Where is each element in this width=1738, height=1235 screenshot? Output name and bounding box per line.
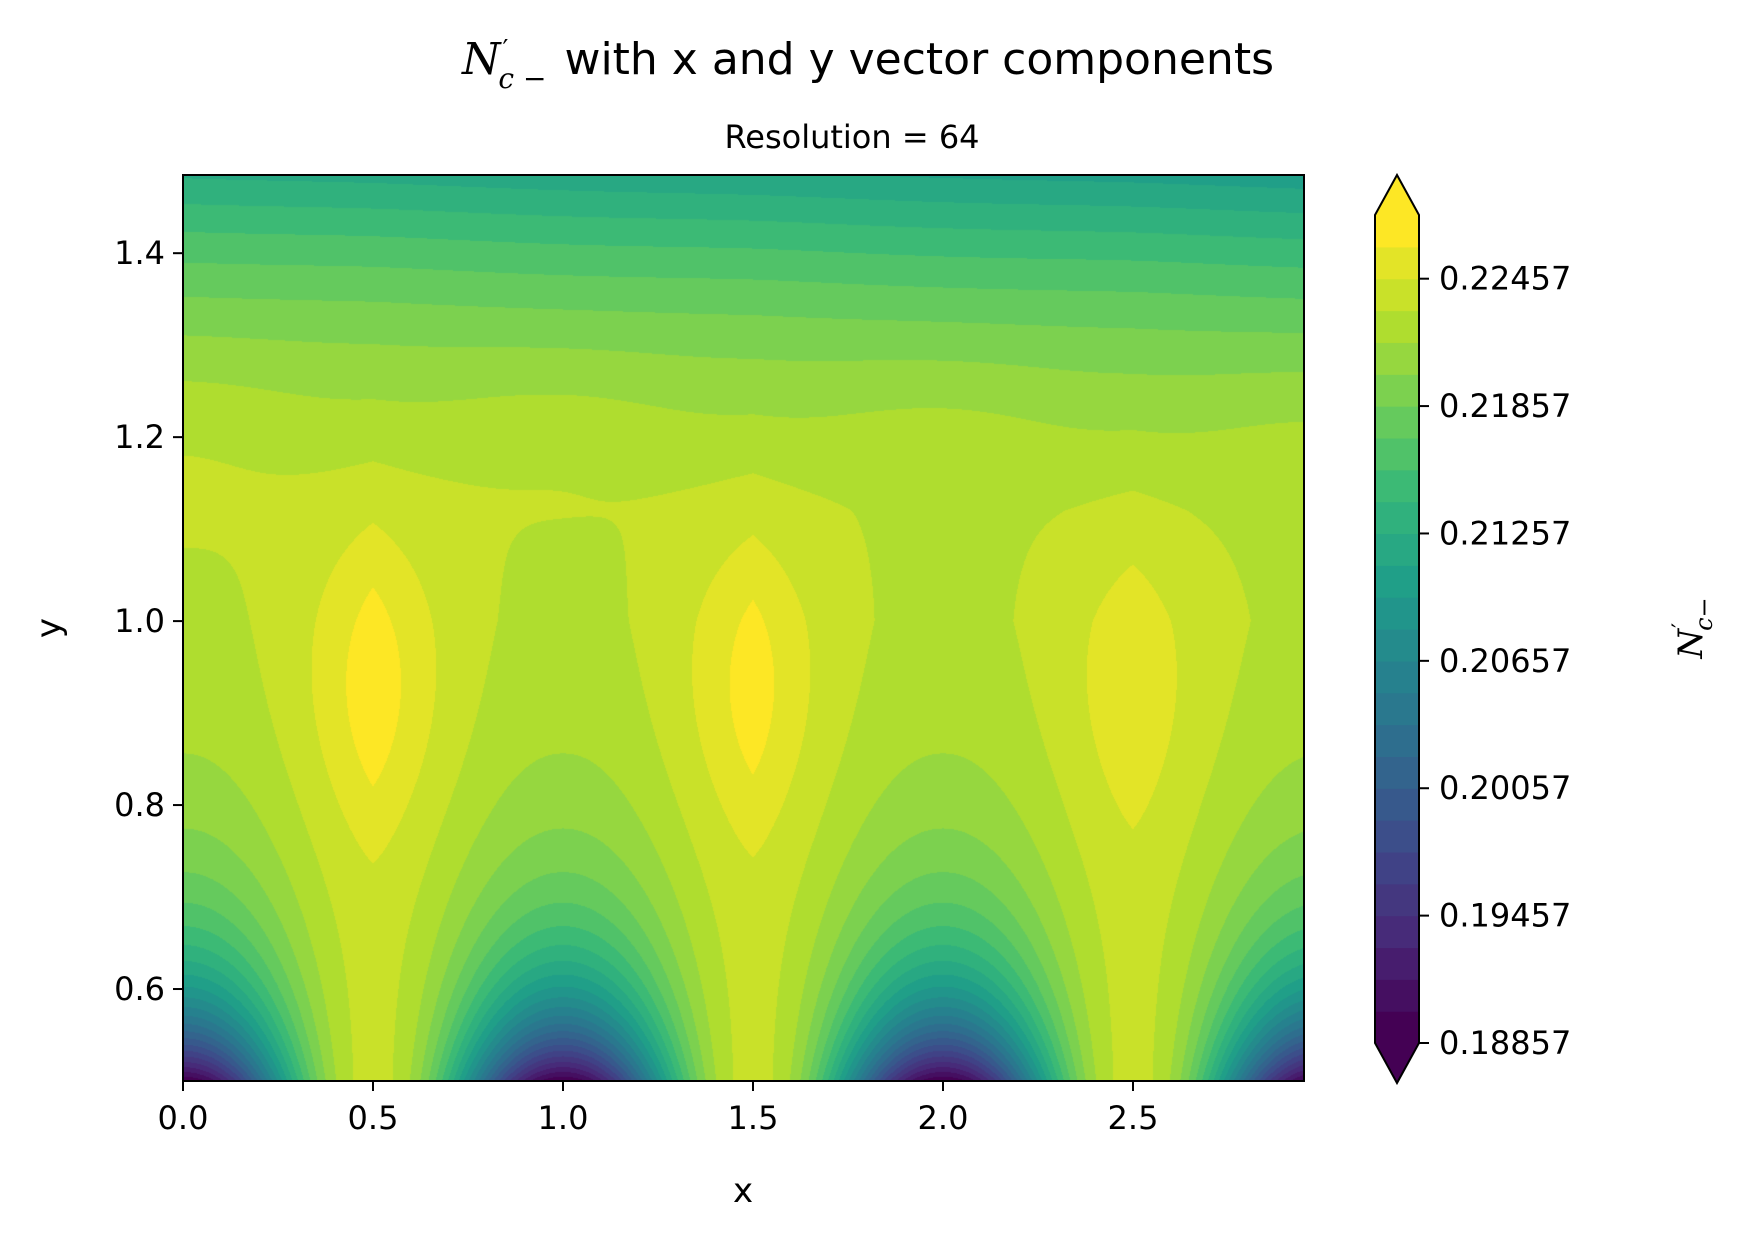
colorbar-segment (1375, 278, 1419, 312)
colorbar-segment (1375, 533, 1419, 566)
colorbar-ticks: 0.18857 0.19457 0.20057 0.20657 0.21257 0.218… (1419, 260, 1571, 1062)
colorbar (1374, 172, 1420, 1086)
colorbar-segment (1375, 597, 1419, 630)
y-axis: 0.6 0.8 1.0 1.2 1.4 (114, 234, 183, 1008)
x-tick-label: 1.0 (538, 1099, 589, 1137)
x-axis: 0.0 0.5 1.0 1.5 2.0 2.5 (158, 1081, 1159, 1137)
y-tick-label: 1.0 (114, 602, 165, 640)
colorbar-label-symbol: N (1671, 628, 1711, 660)
chart-title: N′ c − with x and y vector components (461, 34, 1274, 95)
colorbar-segment (1375, 215, 1419, 248)
colorbar-segment (1375, 1011, 1419, 1044)
colorbar-segment (1375, 501, 1419, 535)
colorbar-label-sup: ′ (1669, 623, 1694, 628)
colorbar-segment (1375, 246, 1419, 280)
colorbar-segment (1375, 851, 1419, 885)
x-tick-label: 0.0 (158, 1099, 209, 1137)
title-symbol-sub: c − (498, 62, 546, 95)
title-symbol: N (461, 34, 502, 85)
colorbar-extend-bottom (1375, 1043, 1419, 1083)
title-text: with x and y vector components (564, 34, 1274, 85)
colorbar-segment (1375, 788, 1419, 821)
colorbar-segment (1375, 947, 1419, 980)
colorbar-segment (1375, 437, 1419, 471)
colorbar-segment (1375, 629, 1419, 662)
chart-subtitle: Resolution = 64 (724, 118, 979, 156)
y-axis-label: y (29, 618, 69, 638)
title-symbol-sup: ′ (503, 35, 509, 65)
colorbar-tick-label: 0.21857 (1439, 387, 1571, 425)
colorbar-segment (1375, 820, 1419, 853)
colorbar-segment (1375, 660, 1419, 694)
colorbar-segment (1375, 756, 1419, 789)
colorbar-tick-label: 0.20057 (1439, 769, 1571, 807)
y-tick-label: 0.8 (114, 786, 165, 824)
colorbar-tick-label: 0.18857 (1439, 1024, 1571, 1062)
y-tick-label: 0.6 (114, 970, 165, 1008)
colorbar-segment (1375, 342, 1419, 375)
colorbar-segment (1375, 979, 1419, 1012)
plot-frame (182, 174, 1305, 1082)
colorbar-segment (1375, 915, 1419, 949)
x-axis-label: x (733, 1171, 753, 1211)
colorbar-segment (1375, 310, 1419, 343)
colorbar-segment (1375, 374, 1419, 407)
x-tick-label: 1.5 (728, 1099, 779, 1137)
contour-plot-area (183, 175, 1304, 1081)
colorbar-extend-top (1375, 175, 1419, 215)
x-tick-label: 2.0 (918, 1099, 969, 1137)
colorbar-segment (1375, 692, 1419, 726)
colorbar-tick-label: 0.20657 (1439, 642, 1571, 680)
y-tick-label: 1.2 (114, 418, 165, 456)
colorbar-label: N′c− (1669, 597, 1718, 659)
x-tick-label: 0.5 (348, 1099, 399, 1137)
colorbar-segment (1375, 883, 1419, 917)
y-tick-label: 1.4 (114, 234, 165, 272)
x-tick-label: 2.5 (1108, 1099, 1159, 1137)
colorbar-segment (1375, 724, 1419, 757)
colorbar-segment (1375, 565, 1419, 598)
colorbar-tick-label: 0.19457 (1439, 897, 1571, 935)
colorbar-tick-label: 0.21257 (1439, 514, 1571, 552)
colorbar-segment (1375, 469, 1419, 503)
colorbar-tick-label: 0.22457 (1439, 260, 1571, 298)
colorbar-label-sub: c− (1690, 597, 1718, 631)
colorbar-segment (1375, 406, 1419, 439)
